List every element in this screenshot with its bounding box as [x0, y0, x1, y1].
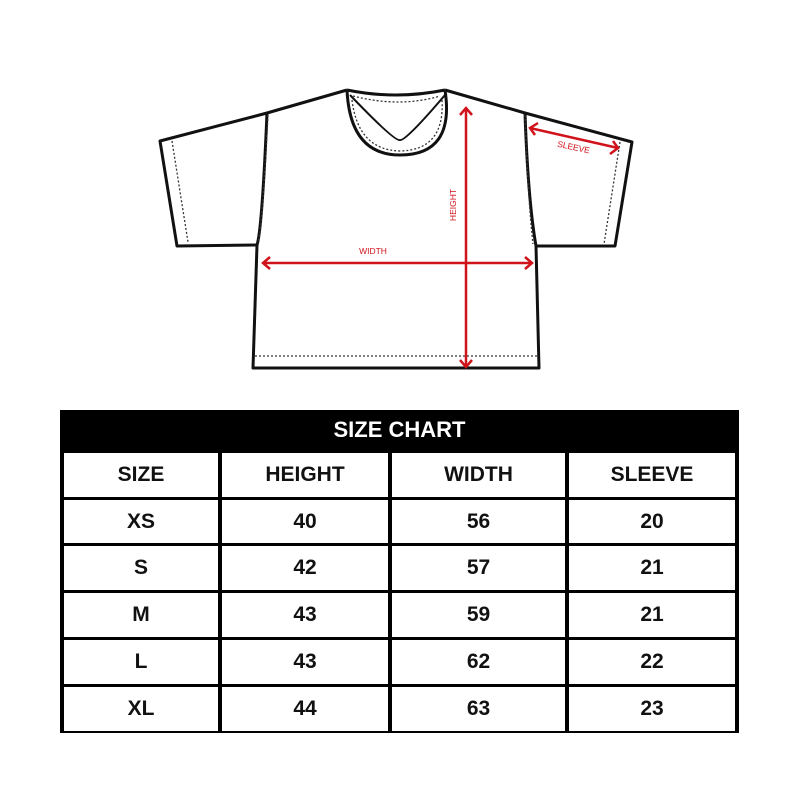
cell-size: XL — [64, 687, 218, 731]
cell-sleeve: 21 — [569, 546, 735, 590]
cell-sleeve: 21 — [569, 593, 735, 637]
size-chart-table: SIZE CHART SIZE HEIGHT WIDTH SLEEVE XS 40 56 20… — [60, 410, 739, 733]
cell-size: S — [64, 546, 218, 590]
cell-width: 59 — [392, 593, 565, 637]
tshirt-outline — [158, 88, 634, 370]
stitch-lines — [171, 95, 621, 357]
cell-height: 44 — [222, 687, 388, 731]
cell-size: M — [64, 593, 218, 637]
cell-width: 63 — [392, 687, 565, 731]
cell-size: L — [64, 640, 218, 684]
sleeve-arrow — [529, 126, 619, 150]
cell-size: XS — [64, 500, 218, 543]
header-height: HEIGHT — [222, 453, 388, 497]
cell-sleeve: 22 — [569, 640, 735, 684]
cell-height: 43 — [222, 640, 388, 684]
cell-height: 43 — [222, 593, 388, 637]
size-chart-title: SIZE CHART — [333, 417, 466, 442]
measure-arrows — [261, 106, 620, 369]
cell-height: 40 — [222, 500, 388, 543]
height-label: HEIGHT — [448, 189, 458, 221]
cell-width: 57 — [392, 546, 565, 590]
cell-sleeve: 23 — [569, 687, 735, 731]
width-label: WIDTH — [359, 246, 387, 256]
header-size: SIZE — [64, 453, 218, 497]
header-width: WIDTH — [392, 453, 565, 497]
header-sleeve: SLEEVE — [569, 453, 735, 497]
cell-height: 42 — [222, 546, 388, 590]
tshirt-diagram: WIDTH HEIGHT SLEEVE — [158, 88, 634, 370]
cell-sleeve: 20 — [569, 500, 735, 543]
cell-width: 62 — [392, 640, 565, 684]
cell-width: 56 — [392, 500, 565, 543]
